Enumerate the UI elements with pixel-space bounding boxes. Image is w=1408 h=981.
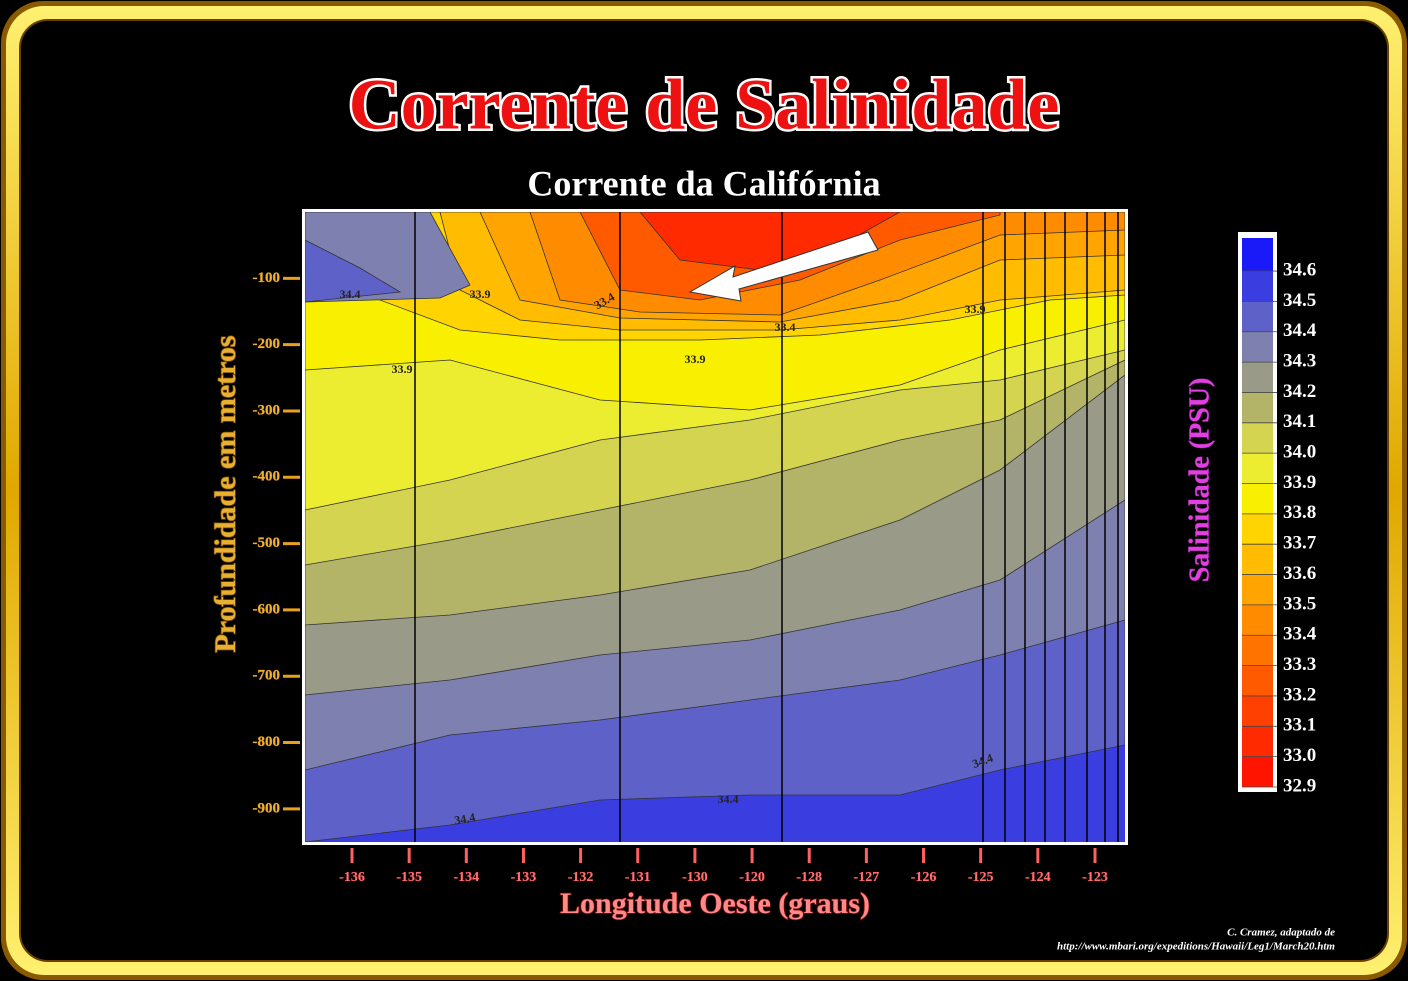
contour-label: 33.9 (685, 352, 706, 366)
y-tick-label: -100 (253, 270, 281, 286)
colorbar-cell (1242, 513, 1273, 545)
x-tick-label: -133 (511, 870, 537, 885)
colorbar-tick-label: 34.5 (1283, 290, 1316, 311)
contour-band (305, 239, 402, 303)
x-tick-label: -131 (625, 870, 651, 885)
contour-label: 34.4 (453, 810, 476, 827)
contour-label: 33.4 (775, 320, 796, 334)
contour-label: 33.9 (392, 362, 413, 376)
x-tick-label: -136 (339, 870, 365, 885)
colorbar-cell (1242, 392, 1273, 423)
contour-label: 34.4 (340, 287, 361, 301)
colorbar-tick-label: 32.9 (1283, 775, 1316, 796)
colorbar-cell (1242, 453, 1273, 484)
contour-label: 34.4 (970, 751, 995, 771)
x-tick-label: -132 (568, 870, 594, 885)
y-axis-label: Profundidade em metros (209, 335, 242, 652)
x-tick-label: -125 (968, 870, 994, 885)
y-tick-label: -600 (253, 601, 281, 617)
colorbar-tick-label: 33.4 (1283, 624, 1317, 645)
colorbar-cell (1242, 695, 1273, 727)
colorbar-cell (1242, 331, 1273, 363)
colorbar-cell (1242, 362, 1273, 393)
contour-label: 33.9 (965, 302, 986, 316)
colorbar-tick-label: 34.2 (1283, 381, 1316, 402)
x-tick-label: -123 (1082, 870, 1108, 885)
arrow (688, 231, 879, 302)
x-tick-label: -134 (453, 870, 479, 885)
colorbar-tick-label: 33.6 (1283, 563, 1316, 584)
x-tick-label: -130 (682, 870, 708, 885)
x-tick-label: -120 (739, 870, 765, 885)
colorbar-cell (1242, 544, 1273, 575)
colorbar-cell (1242, 301, 1273, 332)
subtitle: Corrente da Califórnia (527, 163, 880, 203)
colorbar-cell (1242, 271, 1273, 302)
colorbar-tick-label: 34.1 (1283, 411, 1316, 432)
colorbar-tick-label: 33.1 (1283, 715, 1316, 736)
y-tick-label: -800 (253, 734, 281, 750)
colorbar-cell (1242, 635, 1273, 666)
contour-label: 33.9 (470, 287, 491, 301)
y-tick-label: -900 (253, 800, 281, 816)
x-axis-label: Longitude Oeste (graus) (560, 887, 870, 920)
plot-area: 34.4 33.9 33.433.433.933.933.934.434.434.4 (305, 212, 1125, 842)
colorbar-cell (1242, 756, 1273, 787)
x-tick-label: -124 (1025, 870, 1051, 885)
colorbar-tick-label: 33.9 (1283, 472, 1316, 493)
colorbar-tick-label: 34.4 (1283, 320, 1317, 341)
y-tick-label: -700 (253, 668, 281, 684)
x-tick-label: -135 (396, 870, 422, 885)
credit: C. Cramez, adaptado de (1227, 927, 1335, 939)
colorbar-tick-label: 33.0 (1283, 745, 1316, 766)
colorbar-cell (1242, 483, 1273, 514)
colorbar-cell (1242, 604, 1273, 636)
x-tick-label: -128 (796, 870, 822, 885)
y-tick-label: -400 (253, 469, 281, 485)
colorbar-tick-label: 33.5 (1283, 593, 1316, 614)
x-tick-label: -126 (911, 870, 937, 885)
colorbar-tick-label: 33.7 (1283, 533, 1317, 554)
colorbar-tick-label: 33.2 (1283, 684, 1316, 705)
contour-label: 34.4 (718, 792, 739, 806)
colorbar-label: Salinidade (PSU) (1184, 378, 1215, 583)
colorbar-tick-label: 34.0 (1283, 442, 1316, 463)
y-tick-label: -200 (253, 336, 281, 352)
colorbar-cell (1242, 422, 1273, 454)
credit-url: http://www.mbari.org/expeditions/Hawaii/… (1057, 941, 1335, 953)
y-tick-label: -500 (253, 535, 281, 551)
colorbar-cell (1242, 665, 1273, 696)
colorbar-tick-label: 33.8 (1283, 502, 1316, 523)
colorbar-cell (1242, 574, 1273, 605)
y-tick-label: -300 (253, 402, 281, 418)
title: Corrente de Salinidade (349, 65, 1060, 145)
colorbar-tick-label: 34.3 (1283, 350, 1316, 371)
colorbar-cell (1242, 238, 1273, 272)
x-tick-label: -127 (854, 870, 880, 885)
colorbar-tick-label: 33.3 (1283, 654, 1316, 675)
colorbar-cell (1242, 726, 1273, 757)
colorbar-tick-label: 34.6 (1283, 259, 1316, 280)
